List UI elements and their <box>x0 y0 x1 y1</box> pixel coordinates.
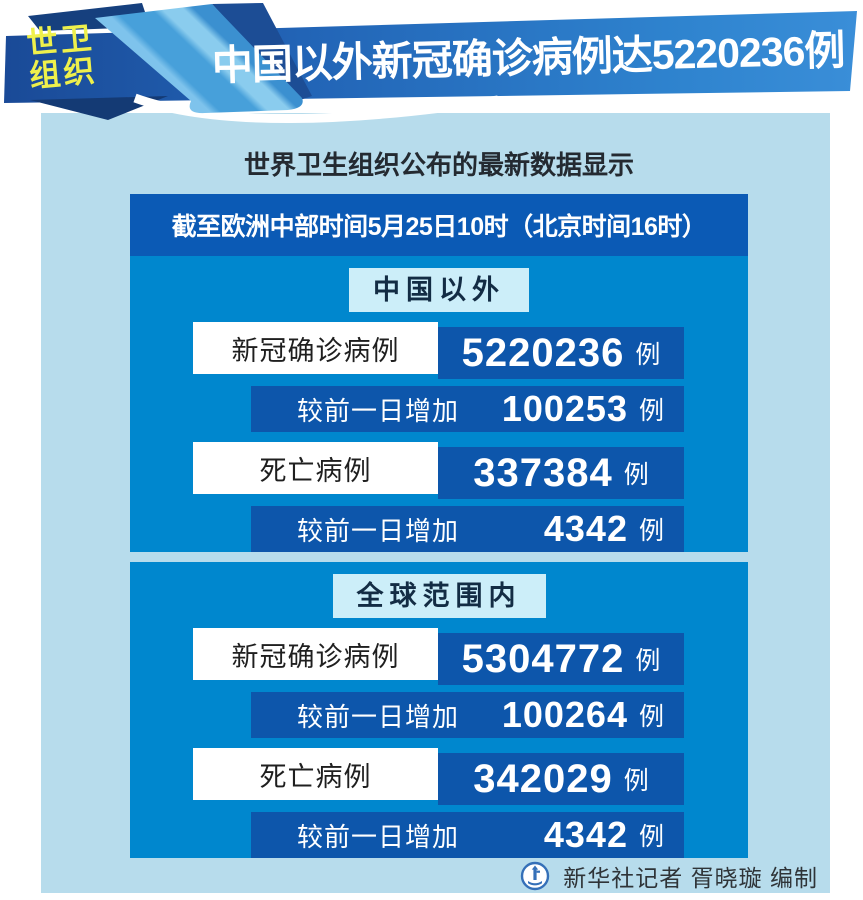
stat-row-confirmed: 新冠确诊病例 5304772 例 <box>130 628 748 685</box>
xinhua-logo-icon <box>521 861 550 891</box>
stat-value: 100253 <box>501 388 628 429</box>
stat-label-box: 死亡病例 <box>193 442 438 494</box>
stat-unit: 例 <box>638 703 664 731</box>
stat-label: 较前一日增加 <box>297 821 460 852</box>
stat-label: 较前一日增加 <box>297 395 460 426</box>
credit-row: 新华社记者 胥晓璇 编制 <box>41 860 830 892</box>
section-worldwide: 全球范围内 新冠确诊病例 5304772 例 较前一日增加 100264 例 死… <box>130 562 748 858</box>
stat-row-daily-increase: 较前一日增加 100264 例 <box>251 692 684 738</box>
stat-label: 新冠确诊病例 <box>231 641 400 672</box>
stat-value: 100264 <box>501 694 628 735</box>
ribbon-white-swoosh <box>133 93 499 123</box>
who-badge: 世卫 组织 <box>25 20 99 94</box>
as-of-time-bar: 截至欧洲中部时间5月25日10时（北京时间16时） <box>130 194 748 256</box>
stat-unit: 例 <box>638 517 664 545</box>
header-banner <box>4 3 857 123</box>
section-outside-china: 中国以外 新冠确诊病例 5220236 例 较前一日增加 100253 例 死亡… <box>130 256 748 552</box>
stat-label: 死亡病例 <box>259 455 372 486</box>
stat-value: 4342 <box>543 508 628 549</box>
stat-value: 337384 <box>473 450 613 495</box>
stat-unit: 例 <box>623 767 649 795</box>
stat-label: 较前一日增加 <box>297 701 460 732</box>
stat-label-box: 新冠确诊病例 <box>193 322 438 374</box>
stat-label-box: 新冠确诊病例 <box>193 628 438 680</box>
section-label: 全球范围内 <box>332 574 546 618</box>
who-badge-line2: 组织 <box>28 53 99 94</box>
stat-row-daily-increase: 较前一日增加 4342 例 <box>251 506 684 552</box>
stat-unit: 例 <box>638 823 664 851</box>
stat-label: 死亡病例 <box>259 761 372 792</box>
stat-value-box: 5220236 例 <box>438 327 684 379</box>
ribbon-bottom-fold <box>30 96 168 120</box>
stat-value-wrap: 4342 例 <box>544 814 664 856</box>
stat-value: 5304772 <box>461 636 625 681</box>
stat-row-confirmed: 新冠确诊病例 5220236 例 <box>130 322 748 379</box>
stat-row-deaths: 死亡病例 342029 例 <box>130 748 748 805</box>
stat-value-box: 5304772 例 <box>438 633 684 685</box>
stat-row-daily-increase: 较前一日增加 4342 例 <box>251 812 684 858</box>
stat-row-deaths: 死亡病例 337384 例 <box>130 442 748 499</box>
stat-row-daily-increase: 较前一日增加 100253 例 <box>251 386 684 432</box>
stat-unit: 例 <box>635 647 661 675</box>
credit-text: 新华社记者 胥晓璇 编制 <box>563 865 818 891</box>
ribbon-band <box>95 4 303 114</box>
ribbon-dark-edge <box>212 3 312 100</box>
stat-value-wrap: 100253 例 <box>502 388 664 430</box>
stat-value-box: 342029 例 <box>438 753 684 805</box>
stat-unit: 例 <box>635 341 661 369</box>
stat-value-wrap: 100264 例 <box>502 694 664 736</box>
stat-value: 342029 <box>473 756 613 801</box>
stat-label-box: 死亡病例 <box>193 748 438 800</box>
stat-value-wrap: 4342 例 <box>544 508 664 550</box>
stat-label: 新冠确诊病例 <box>231 335 400 366</box>
intro-text: 世界卫生组织公布的最新数据显示 <box>243 150 634 180</box>
stat-label: 较前一日增加 <box>297 515 460 546</box>
stat-value: 4342 <box>543 814 628 855</box>
stat-value: 5220236 <box>461 330 625 375</box>
stat-unit: 例 <box>638 397 664 425</box>
section-label: 中国以外 <box>349 268 529 312</box>
stat-value-box: 337384 例 <box>438 447 684 499</box>
stat-unit: 例 <box>623 461 649 489</box>
